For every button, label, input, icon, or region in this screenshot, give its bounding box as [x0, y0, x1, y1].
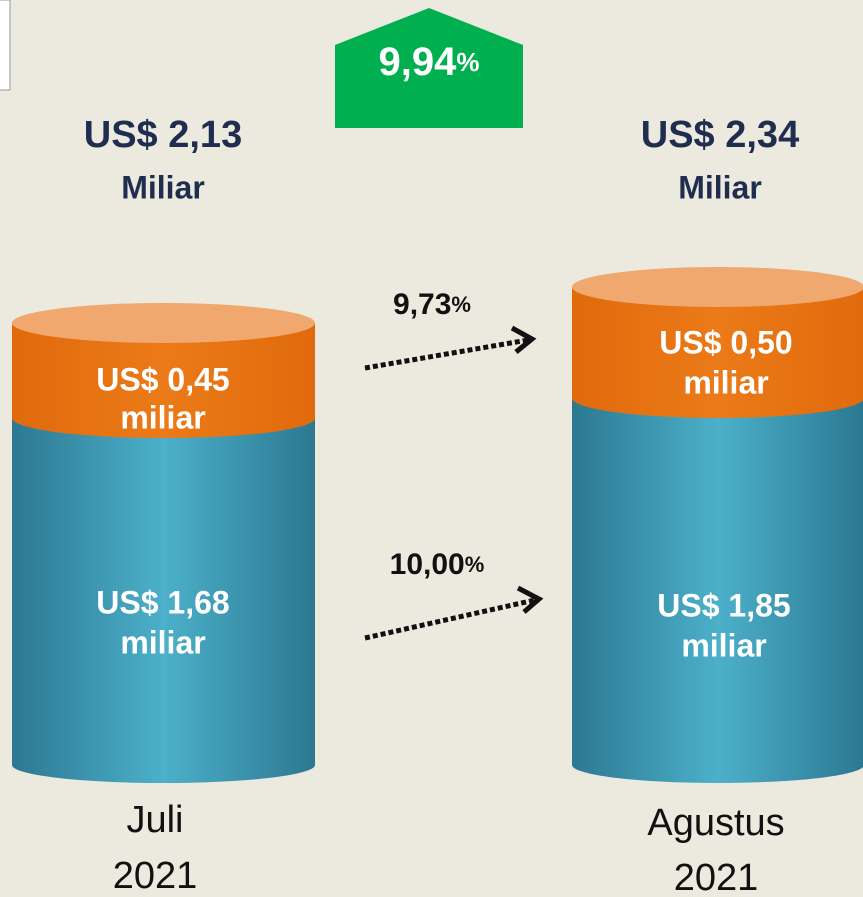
cylinder-agustus	[572, 267, 863, 783]
arrow-value: 9,73	[393, 288, 451, 321]
cylinder-bottom	[572, 398, 863, 783]
arrow-value: 10,00	[390, 548, 465, 581]
corner-box	[0, 0, 11, 91]
growth-badge	[335, 8, 523, 128]
cylinder-juli	[12, 303, 315, 784]
bottom-amount: US$ 1,85	[657, 587, 790, 623]
period-year: 2021	[113, 855, 198, 897]
period-year: 2021	[674, 857, 759, 897]
period-month: Juli	[126, 799, 183, 841]
total: US$ 2,34	[641, 114, 799, 156]
bottom-amount: US$ 1,68	[96, 584, 229, 620]
arrow-head	[510, 325, 537, 354]
total: US$ 2,13	[84, 114, 242, 156]
growth-label: 9,94%	[379, 40, 480, 84]
arrows	[364, 325, 544, 641]
growth-unit: %	[456, 47, 479, 77]
arrow-line	[364, 597, 536, 641]
arrow-label: 10,00%	[390, 548, 485, 581]
bottom-unit: miliar	[120, 624, 205, 660]
growth-value: 9,94	[379, 40, 458, 84]
total-unit: Miliar	[121, 169, 205, 205]
arrow-head	[516, 585, 544, 614]
cylinder-top	[12, 323, 315, 439]
cylinder-cap	[12, 303, 315, 343]
cylinder-cap	[572, 267, 863, 307]
cylinder-top	[572, 287, 863, 418]
bottom-unit: miliar	[681, 627, 766, 663]
top-unit: miliar	[683, 364, 768, 400]
cylinder-bottom	[12, 418, 315, 784]
arrow-unit: %	[465, 552, 485, 577]
top-unit: miliar	[120, 399, 205, 435]
period-month: Agustus	[647, 802, 784, 844]
arrow-line	[364, 337, 529, 371]
arrow-unit: %	[451, 292, 471, 317]
top-amount: US$ 0,45	[96, 361, 229, 397]
total-unit: Miliar	[678, 169, 762, 205]
top-amount: US$ 0,50	[659, 324, 792, 360]
arrow-label: 9,73%	[393, 288, 471, 321]
